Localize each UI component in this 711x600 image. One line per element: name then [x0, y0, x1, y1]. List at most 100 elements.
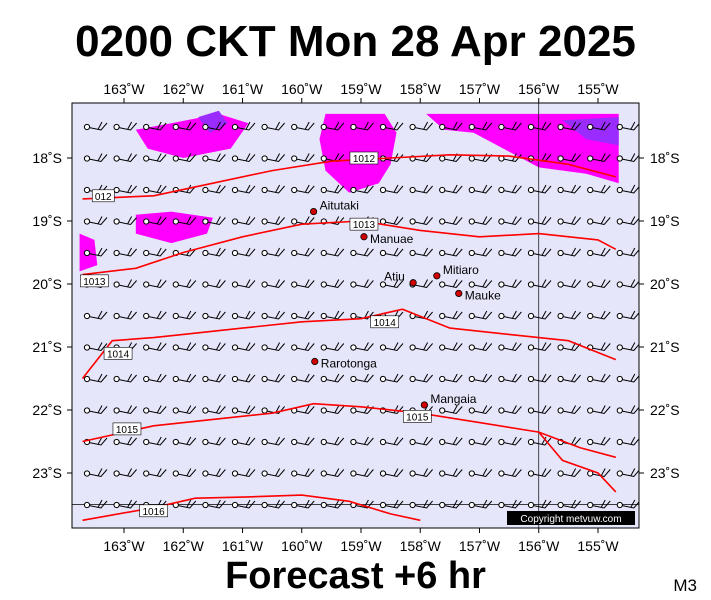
lat-label-left: 23˚S: [32, 465, 62, 481]
isobar-label: 1014: [370, 315, 400, 329]
svg-text:1016: 1016: [143, 507, 166, 518]
wind-barb: [557, 468, 581, 478]
wind-barb: [468, 121, 493, 131]
wind-barb: [350, 247, 374, 257]
isobar-label: 1016: [139, 504, 168, 518]
wind-barb: [261, 436, 285, 446]
wind-barb: [202, 153, 226, 163]
wind-barb: [379, 436, 404, 446]
isobar-line: [82, 402, 617, 459]
wind-barb: [143, 153, 167, 163]
wind-barb: [231, 247, 256, 257]
wind-barb: [350, 342, 374, 352]
wind-barb: [527, 499, 552, 509]
wind-barb: [616, 405, 639, 415]
svg-text:012: 012: [95, 192, 112, 203]
lon-label-bottom: 157˚W: [459, 538, 501, 554]
lat-label-right: 20˚S: [650, 276, 680, 292]
wind-barb: [379, 342, 404, 352]
wind-barb: [527, 405, 552, 415]
wind-barb: [113, 279, 137, 289]
wind-barb: [202, 468, 226, 478]
wind-barb: [350, 373, 374, 383]
wind-barb: [261, 499, 285, 509]
wind-barb: [202, 247, 226, 257]
wind-barb: [231, 342, 256, 352]
wind-barb: [350, 468, 374, 478]
wind-barb: [409, 468, 433, 478]
wind-barb: [557, 405, 581, 415]
wind-barb: [83, 216, 108, 226]
wind-barb: [498, 499, 522, 509]
wind-barb: [468, 247, 493, 257]
wind-barb: [320, 184, 345, 194]
wind-barb: [202, 310, 226, 320]
wind-barb: [557, 342, 581, 352]
wind-barb: [379, 184, 404, 194]
map-frame: [71, 102, 640, 529]
wind-barb: [83, 121, 108, 131]
wind-barb: [468, 216, 493, 226]
lon-label-top: 159˚W: [340, 81, 382, 97]
wind-barb: [527, 342, 552, 352]
wind-barb: [439, 279, 463, 289]
heavy-rain-area: [562, 117, 619, 146]
wind-barb: [320, 121, 345, 131]
wind-barb: [202, 373, 226, 383]
wind-barb: [143, 342, 167, 352]
wind-barb: [409, 436, 433, 446]
lat-label-right: 19˚S: [650, 213, 680, 229]
lat-label-right: 23˚S: [650, 465, 680, 481]
wind-barb: [557, 499, 581, 509]
wind-barb: [409, 184, 433, 194]
wind-barb: [379, 247, 404, 257]
wind-barb: [587, 310, 611, 320]
wind-barb: [83, 247, 108, 257]
wind-barb: [113, 247, 137, 257]
wind-barb: [498, 216, 522, 226]
wind-barb: [587, 405, 611, 415]
lat-label-left: 19˚S: [32, 213, 62, 229]
wind-barb: [83, 184, 108, 194]
lon-label-top: 160˚W: [281, 81, 323, 97]
wind-barb: [587, 279, 611, 289]
isobar-label: 1013: [349, 217, 379, 231]
svg-text:1014: 1014: [107, 349, 130, 360]
wind-barb: [172, 468, 197, 478]
axis-labels: 163˚W 163˚W 162˚W 162˚W 161˚W 161˚W 160˚W 160˚W…: [32, 81, 679, 554]
wind-barb: [261, 184, 285, 194]
wind-barb: [291, 121, 315, 131]
wind-barb: [113, 468, 137, 478]
wind-barb: [291, 342, 315, 352]
place-mauke: Mauke: [455, 288, 501, 302]
wind-barb: [498, 310, 522, 320]
isobar-label: 1015: [402, 409, 432, 423]
wind-barb: [320, 247, 345, 257]
isobar-label: 1015: [112, 422, 142, 436]
wind-barb: [587, 468, 611, 478]
wind-barb: [202, 279, 226, 289]
wind-barb: [616, 310, 639, 320]
wind-barb: [350, 279, 374, 289]
wind-barb: [202, 405, 226, 415]
wind-barb: [291, 373, 315, 383]
wind-barb: [587, 373, 611, 383]
wind-barb: [83, 153, 108, 163]
wind-barb: [527, 373, 552, 383]
wind-barb: [143, 121, 167, 131]
wind-barb: [617, 532, 640, 540]
wind-barb: [320, 310, 345, 320]
wind-barb: [231, 279, 256, 289]
copyright-text: Copyright metvuw.com: [520, 514, 621, 525]
wind-barb: [557, 373, 581, 383]
wind-barb: [468, 436, 493, 446]
wind-barb: [498, 184, 522, 194]
wind-barb: [439, 310, 463, 320]
wind-barb: [379, 499, 404, 509]
wind-barb: [439, 247, 463, 257]
wind-barb: [527, 310, 552, 320]
wind-barb: [291, 436, 315, 446]
lon-label-top: 156˚W: [518, 81, 560, 97]
wind-barb: [350, 121, 374, 131]
